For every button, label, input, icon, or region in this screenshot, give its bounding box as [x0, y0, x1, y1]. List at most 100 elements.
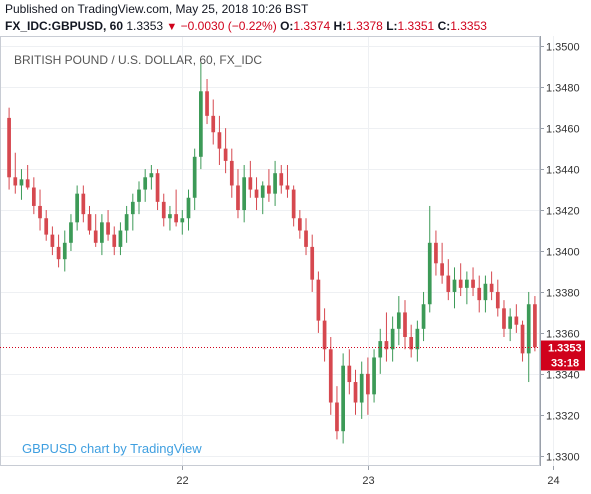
candle-body-1 [13, 177, 18, 186]
candle-56 [353, 369, 358, 415]
candle-17 [112, 226, 117, 256]
candle-body-41 [260, 185, 265, 198]
chart-grid [0, 36, 554, 466]
candle-body-57 [359, 373, 364, 403]
candle-body-14 [93, 230, 98, 243]
candle-72 [452, 267, 457, 309]
candle-body-73 [458, 279, 463, 288]
candle-58 [366, 357, 370, 415]
candle-35 [223, 128, 228, 174]
candle-body-37 [236, 185, 240, 211]
candle-body-49 [310, 246, 315, 280]
candle-body-8 [56, 246, 61, 260]
candle-body-16 [106, 222, 110, 235]
ytick-label-7: 1.3360 [546, 329, 580, 341]
open-value: 1.3374 [293, 19, 331, 33]
symbol-line: FX_IDC:GBPUSD, 60 1.3353 ▼ −0.0030 (−0.2… [5, 19, 487, 33]
candle-37 [236, 169, 240, 219]
candle-body-58 [366, 373, 370, 395]
candle-7 [50, 226, 55, 256]
candle-2 [19, 169, 24, 200]
xtick-label-0: 22 [176, 475, 188, 487]
candle-body-75 [471, 279, 475, 288]
candle-body-85 [533, 304, 537, 348]
candle-3 [25, 165, 30, 190]
candle-18 [118, 222, 123, 256]
candle-78 [489, 271, 494, 301]
candle-21 [137, 181, 141, 215]
candle-75 [471, 267, 475, 297]
candle-body-81 [508, 316, 513, 329]
chart-title: BRITISH POUND / U.S. DOLLAR, 60, FX_IDC [14, 53, 262, 67]
candle-71 [446, 259, 451, 301]
ytick-label-4: 1.3420 [546, 206, 580, 218]
candle-body-9 [62, 242, 67, 260]
candle-body-23 [149, 173, 154, 178]
countdown-badge-text: 33:18 [551, 358, 579, 370]
xtick-label-1: 23 [362, 475, 374, 487]
candle-body-64 [403, 312, 407, 337]
candle-body-65 [409, 337, 414, 350]
candle-41 [260, 181, 265, 215]
candle-84 [526, 291, 531, 383]
candle-body-34 [217, 132, 222, 149]
ytick-label-9: 1.3320 [546, 411, 580, 423]
candle-body-54 [341, 365, 345, 432]
candle-body-72 [452, 279, 457, 292]
candle-body-82 [514, 316, 519, 325]
high-label: H: [333, 19, 347, 33]
candle-body-83 [520, 324, 525, 354]
low-value: 1.3351 [397, 19, 435, 33]
candle-82 [514, 304, 519, 333]
candle-38 [242, 165, 247, 223]
last-price-badge [541, 340, 585, 356]
candle-body-21 [137, 189, 141, 202]
candle-52 [328, 337, 333, 415]
open-label: O: [280, 19, 294, 33]
candle-body-45 [285, 185, 290, 190]
plot-frame [0, 36, 540, 466]
candle-body-42 [267, 185, 271, 194]
candle-12 [81, 185, 86, 223]
candle-22 [143, 169, 148, 202]
candle-body-56 [353, 382, 358, 403]
candle-6 [44, 210, 49, 241]
candle-body-63 [396, 312, 401, 329]
candle-43 [273, 160, 277, 206]
xtick-label-2: 24 [547, 475, 559, 487]
candle-body-3 [25, 179, 30, 188]
candle-body-6 [44, 218, 49, 235]
candle-body-13 [87, 214, 92, 231]
down-triangle-icon: ▼ [166, 21, 178, 33]
candle-body-20 [130, 201, 135, 215]
ytick-label-8: 1.3340 [546, 370, 580, 382]
candle-body-39 [248, 177, 253, 190]
candle-body-55 [347, 365, 352, 383]
candle-body-15 [100, 222, 104, 243]
candle-body-28 [180, 218, 185, 223]
candle-32 [205, 79, 209, 125]
candle-65 [409, 324, 414, 358]
candle-body-36 [229, 160, 234, 186]
candle-body-44 [279, 173, 284, 186]
candle-body-12 [81, 193, 86, 215]
candle-15 [100, 214, 104, 256]
candle-26 [168, 205, 172, 231]
time-axis: 22232425 [176, 466, 560, 487]
candle-77 [483, 275, 488, 313]
candle-body-61 [384, 341, 389, 350]
candle-body-68 [427, 242, 432, 305]
candle-body-35 [223, 148, 228, 161]
ytick-label-5: 1.3400 [546, 247, 580, 259]
candle-body-48 [304, 230, 308, 247]
candle-body-19 [124, 214, 129, 231]
candle-25 [161, 193, 166, 227]
candle-67 [421, 291, 426, 342]
candle-body-77 [483, 283, 488, 301]
candle-5 [38, 189, 42, 231]
watermark[interactable]: GBPUSD chart by TradingView [22, 441, 202, 456]
candle-body-74 [465, 279, 469, 288]
countdown-badge [541, 355, 585, 371]
candle-body-7 [50, 234, 55, 247]
